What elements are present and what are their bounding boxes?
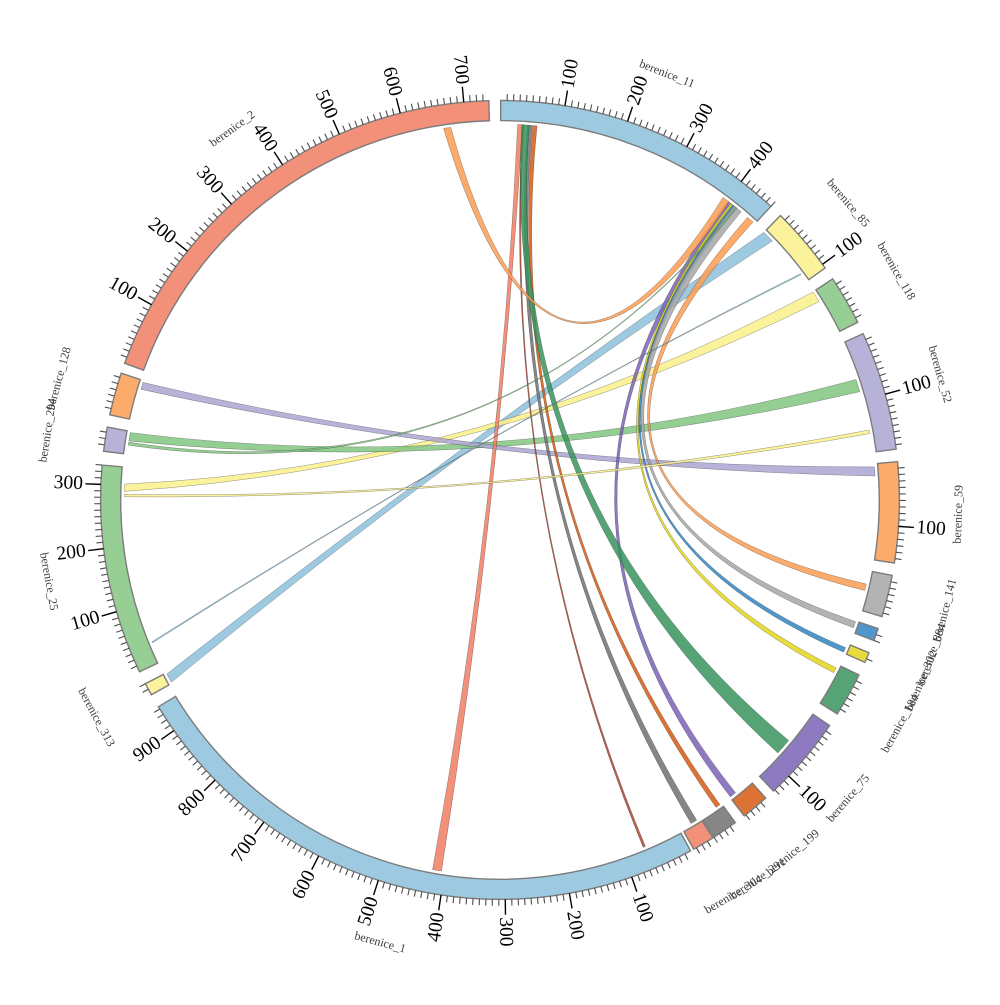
svg-text:300: 300 [53,472,83,494]
svg-text:700: 700 [449,54,473,85]
svg-text:berenice_59: berenice_59 [950,485,966,544]
svg-text:200: 200 [55,540,87,564]
svg-text:300: 300 [495,917,516,947]
svg-text:400: 400 [424,911,449,943]
svg-text:100: 100 [916,517,947,540]
